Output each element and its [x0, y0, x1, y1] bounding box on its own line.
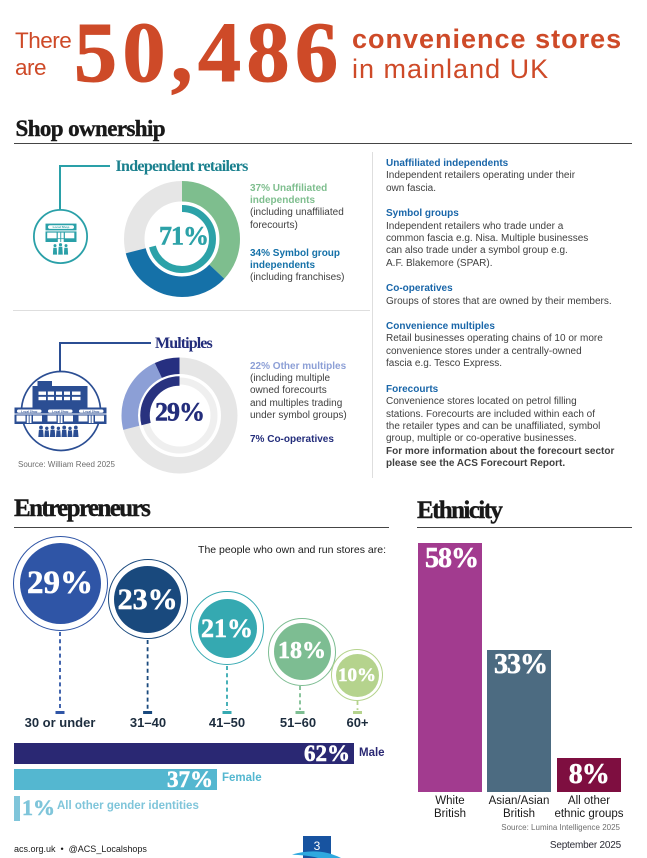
svg-text:71%: 71%	[159, 221, 208, 250]
svg-text:29%: 29%	[155, 398, 204, 427]
svg-text:Local Shop: Local Shop	[53, 225, 70, 229]
svg-text:Local Shop: Local Shop	[52, 409, 68, 413]
svg-text:Local Shop: Local Shop	[83, 409, 99, 413]
svg-text:3: 3	[314, 839, 321, 853]
svg-text:Local Shop: Local Shop	[21, 409, 37, 413]
